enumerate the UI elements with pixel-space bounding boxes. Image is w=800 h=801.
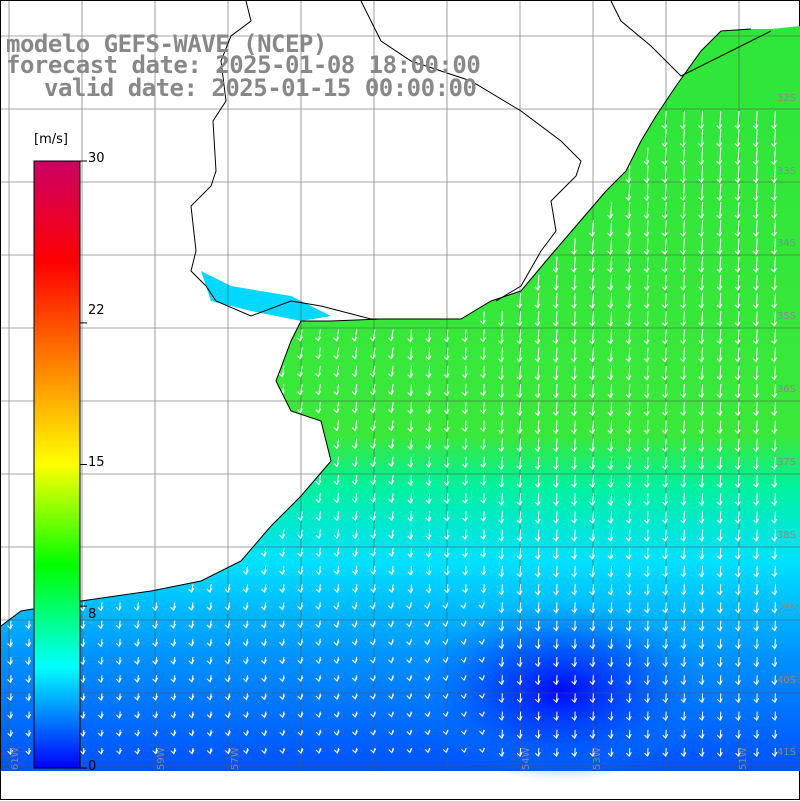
- lat-label-35s: 35S: [776, 311, 796, 322]
- colorbar-tick-8: 8: [88, 607, 97, 622]
- lat-label-39s: 39S: [776, 602, 796, 613]
- lat-label-36s: 36S: [776, 384, 796, 395]
- model-title: modelo GEFS-WAVE (NCEP): [6, 30, 327, 58]
- forecast-date: forecast date: 2025-01-08 18:00:00: [6, 51, 481, 79]
- low-wind-core: [411, 601, 711, 781]
- uruguay-river-border: [190, 1, 252, 272]
- colorbar-units: [m/s]: [34, 132, 68, 147]
- lon-label-59w: 59W: [156, 747, 167, 770]
- ocean-wind-field: [1, 26, 800, 771]
- coastlines: [1, 1, 772, 627]
- lon-label-61w: 61W: [10, 747, 21, 770]
- colorbar-tick-15: 15: [88, 455, 105, 470]
- lat-label-40s: 40S: [776, 675, 796, 686]
- estuary-cyan-zone: [201, 271, 331, 321]
- colorbar: [33, 160, 81, 769]
- lon-label-51w: 51W: [738, 747, 749, 770]
- lat-label-38s: 38S: [776, 530, 796, 541]
- wind-arrows: [7, 110, 778, 757]
- rio-de-la-plata-north: [190, 270, 461, 320]
- atlantic-coastline: [1, 28, 752, 627]
- lat-label-33s: 33S: [776, 166, 796, 177]
- lon-label-54w: 54W: [521, 747, 532, 770]
- valid-date: valid date: 2025-01-15 00:00:00: [44, 74, 477, 102]
- lon-label-57w: 57W: [230, 747, 241, 770]
- brazil-inland-lagoon: [610, 1, 772, 77]
- lat-label-41s: 41S: [776, 747, 796, 758]
- colorbar-ticks: [80, 160, 87, 769]
- colorbar-tick-30: 30: [88, 151, 105, 166]
- colorbar-tick-22: 22: [88, 303, 105, 318]
- lon-label-53w: 53W: [592, 747, 603, 770]
- brazil-uruguay-border: [360, 1, 582, 302]
- lat-label-37s: 37S: [776, 457, 796, 468]
- lat-label-32s: 32S: [776, 93, 796, 104]
- lat-label-34s: 34S: [776, 238, 796, 249]
- colorbar-tick-0: 0: [88, 759, 97, 774]
